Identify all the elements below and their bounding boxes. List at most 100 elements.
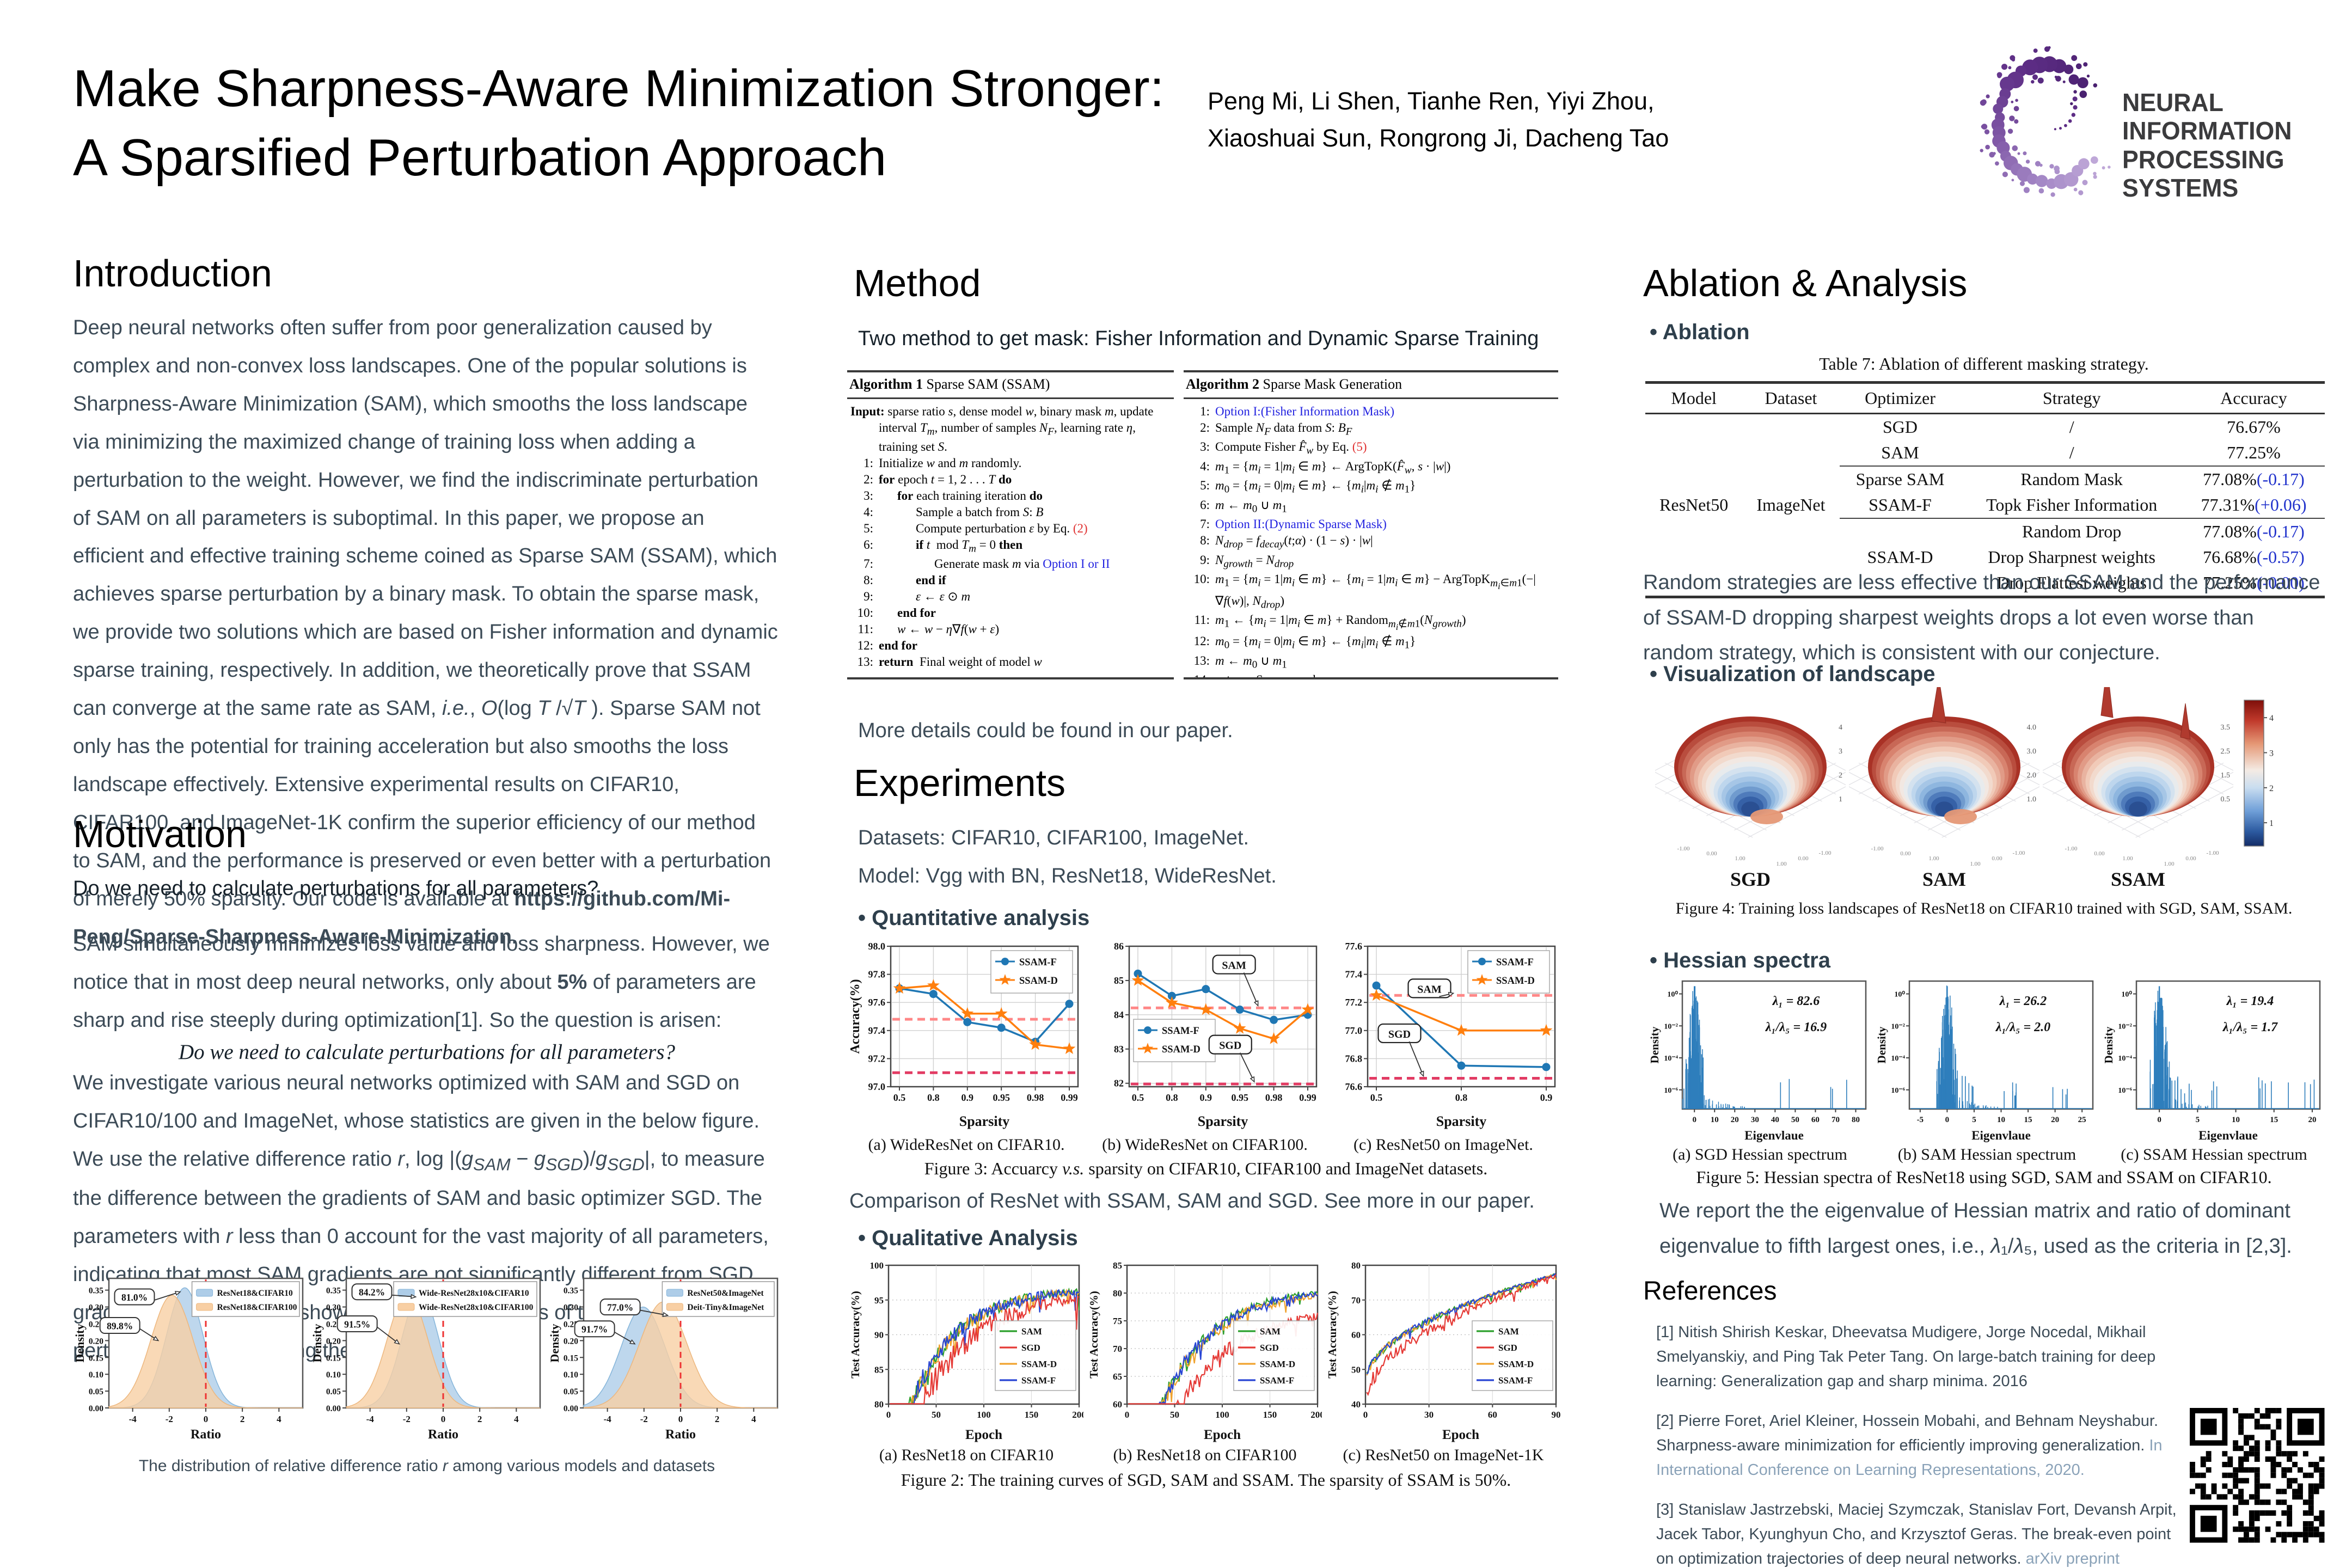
svg-text:60: 60 bbox=[1488, 1410, 1497, 1420]
svg-text:20: 20 bbox=[2308, 1116, 2316, 1124]
svg-text:97.4: 97.4 bbox=[868, 1025, 886, 1036]
svg-text:0.00: 0.00 bbox=[1992, 855, 2002, 862]
svg-text:1.00: 1.00 bbox=[1928, 855, 1939, 862]
svg-text:SAM: SAM bbox=[1498, 1326, 1519, 1337]
svg-text:10⁻²: 10⁻² bbox=[1891, 1022, 1905, 1031]
svg-text:10⁻⁴: 10⁻⁴ bbox=[2118, 1055, 2132, 1063]
datasets-line: Datasets: CIFAR10, CIFAR100, ImageNet. bbox=[858, 826, 1250, 849]
qr-code bbox=[2190, 1408, 2325, 1543]
svg-text:50: 50 bbox=[1351, 1364, 1361, 1375]
svg-text:Sparsity: Sparsity bbox=[1198, 1113, 1248, 1129]
svg-text:0.10: 0.10 bbox=[326, 1370, 341, 1380]
svg-text:91.7%: 91.7% bbox=[581, 1324, 608, 1335]
svg-text:SAM: SAM bbox=[1260, 1326, 1281, 1337]
col-model: Model bbox=[1645, 382, 1743, 414]
svg-text:3.5: 3.5 bbox=[2221, 724, 2231, 732]
references-list: [1] Nitish Shirish Keskar, Dheevatsa Mud… bbox=[1656, 1320, 2182, 1568]
density-plot-resnet18: 0.000.050.100.150.200.250.300.35-4 -2 0 2 4R… bbox=[73, 1277, 304, 1442]
svg-text:-1.00: -1.00 bbox=[2207, 850, 2219, 856]
svg-text:Ratio: Ratio bbox=[191, 1428, 221, 1442]
svg-text:2.5: 2.5 bbox=[2221, 748, 2231, 756]
svg-text:65: 65 bbox=[1113, 1371, 1122, 1382]
algorithm-1-title: Algorithm 1 Sparse SAM (SSAM) bbox=[847, 372, 1174, 399]
svg-text:20: 20 bbox=[2051, 1116, 2059, 1124]
svg-text:89.8%: 89.8% bbox=[107, 1321, 133, 1332]
svg-text:75: 75 bbox=[1113, 1316, 1122, 1326]
svg-text:4: 4 bbox=[277, 1414, 281, 1424]
svg-text:81.0%: 81.0% bbox=[121, 1292, 148, 1303]
svg-text:77.2: 77.2 bbox=[1345, 997, 1363, 1008]
svg-text:5: 5 bbox=[1972, 1116, 1976, 1124]
alg-line: 11: w ← w − η∇f(w + ε) bbox=[857, 622, 1000, 636]
svg-text:86: 86 bbox=[1114, 941, 1124, 952]
svg-text:0: 0 bbox=[2157, 1116, 2161, 1124]
alg-line: 3: Compute Fisher F̂w by Eq. (5) bbox=[1200, 440, 1367, 457]
svg-text:0.05: 0.05 bbox=[564, 1387, 578, 1396]
alg-line: 3: for each training iteration do bbox=[863, 489, 1043, 503]
svg-text:1.00: 1.00 bbox=[1735, 855, 1745, 862]
alg-line: 6: if t mod Tm = 0 then bbox=[863, 537, 1023, 555]
algorithm-1-input: Input: sparse ratio s, dense model w, bi… bbox=[850, 405, 1154, 454]
cell-optimizer: SGD bbox=[1882, 417, 1918, 437]
neurips-swirl-icon bbox=[1980, 46, 2111, 197]
alg-line: 2: for epoch t = 1, 2 . . . T do bbox=[863, 473, 1012, 487]
ablation-label: • Ablation bbox=[1650, 320, 1750, 344]
svg-text:0.15: 0.15 bbox=[564, 1353, 578, 1363]
authors: Peng Mi, Li Shen, Tianhe Ren, Yiyi Zhou,… bbox=[1208, 83, 1669, 156]
svg-text:0: 0 bbox=[1363, 1410, 1368, 1420]
svg-text:SSAM-F: SSAM-F bbox=[1019, 957, 1057, 968]
svg-text:Density: Density bbox=[310, 1324, 324, 1363]
logo-line2: PROCESSING SYSTEMS bbox=[2122, 145, 2284, 203]
visualization-label: • Visualization of landscape bbox=[1650, 662, 1935, 686]
alg-line: 6: m ← m0 ∪ m1 bbox=[1200, 498, 1287, 515]
svg-text:20: 20 bbox=[1731, 1116, 1739, 1124]
algorithm-1-box: Algorithm 1 Sparse SAM (SSAM) Input: spa… bbox=[847, 370, 1174, 679]
svg-text:λ₁/λ₅ = 1.7: λ₁/λ₅ = 1.7 bbox=[2222, 1020, 2278, 1034]
land-label-ssam: SSAM bbox=[2110, 868, 2166, 890]
svg-text:-4: -4 bbox=[129, 1414, 137, 1424]
svg-text:SAM: SAM bbox=[1417, 983, 1442, 995]
qualitative-analysis-label: • Qualitative Analysis bbox=[858, 1226, 1078, 1250]
svg-text:0.5: 0.5 bbox=[2221, 795, 2231, 804]
svg-text:Wide-ResNet28x10&CIFAR10: Wide-ResNet28x10&CIFAR10 bbox=[419, 1289, 529, 1298]
svg-text:76.6: 76.6 bbox=[1345, 1081, 1363, 1092]
svg-text:SGD: SGD bbox=[1219, 1040, 1241, 1052]
figure4-labels: SGD SAM SSAM bbox=[1655, 868, 2233, 891]
svg-text:0: 0 bbox=[886, 1410, 891, 1420]
svg-text:50: 50 bbox=[1791, 1116, 1799, 1124]
table-row: Sparse SAM Random Mask 77.08%(-0.17) bbox=[1645, 465, 2325, 492]
svg-text:76.8: 76.8 bbox=[1345, 1053, 1363, 1064]
svg-text:Density: Density bbox=[73, 1324, 87, 1363]
svg-text:SSAM-F: SSAM-F bbox=[1260, 1375, 1294, 1386]
svg-text:83: 83 bbox=[1114, 1044, 1124, 1055]
cell-strategy: Drop Sharpnest weights bbox=[1988, 547, 2155, 567]
table-row: SSAM-D Drop Sharpnest weights 76.68%(-0.… bbox=[1645, 544, 2325, 570]
cell-optimizer: Sparse SAM bbox=[1839, 465, 1961, 492]
alg-line: 1: Option I:(Fisher Information Mask) bbox=[1200, 405, 1394, 418]
svg-text:97.0: 97.0 bbox=[868, 1081, 886, 1092]
svg-text:2.0: 2.0 bbox=[2027, 771, 2037, 780]
svg-text:60: 60 bbox=[1113, 1399, 1122, 1410]
svg-text:Test Accuracy(%): Test Accuracy(%) bbox=[1088, 1291, 1100, 1379]
svg-text:100: 100 bbox=[870, 1261, 884, 1271]
svg-text:SSAM-F: SSAM-F bbox=[1496, 957, 1534, 968]
svg-text:0.8: 0.8 bbox=[927, 1092, 940, 1103]
svg-text:Ratio: Ratio bbox=[428, 1428, 458, 1442]
svg-text:40: 40 bbox=[1771, 1116, 1779, 1124]
svg-text:0: 0 bbox=[678, 1414, 683, 1424]
svg-text:80: 80 bbox=[1852, 1116, 1860, 1124]
svg-text:Eigenvlaue: Eigenvlaue bbox=[1971, 1129, 2031, 1142]
svg-text:150: 150 bbox=[1025, 1410, 1039, 1420]
svg-text:SSAM-D: SSAM-D bbox=[1162, 1044, 1200, 1055]
svg-text:SSAM-D: SSAM-D bbox=[1021, 1359, 1057, 1369]
svg-text:Epoch: Epoch bbox=[965, 1428, 1002, 1442]
svg-text:1.00: 1.00 bbox=[2164, 861, 2175, 867]
alg-line: 10: end for bbox=[857, 605, 936, 620]
svg-text:0.35: 0.35 bbox=[326, 1287, 341, 1296]
svg-text:0.35: 0.35 bbox=[564, 1287, 578, 1296]
hessian-label: • Hessian spectra bbox=[1650, 948, 1830, 972]
table-row: Random Drop 77.08%(-0.17) bbox=[1645, 518, 2325, 544]
motivation-question: Do we need to calculate perturbations fo… bbox=[73, 877, 599, 900]
svg-text:0.8: 0.8 bbox=[1166, 1092, 1178, 1103]
svg-text:10⁻⁴: 10⁻⁴ bbox=[1891, 1055, 1905, 1063]
